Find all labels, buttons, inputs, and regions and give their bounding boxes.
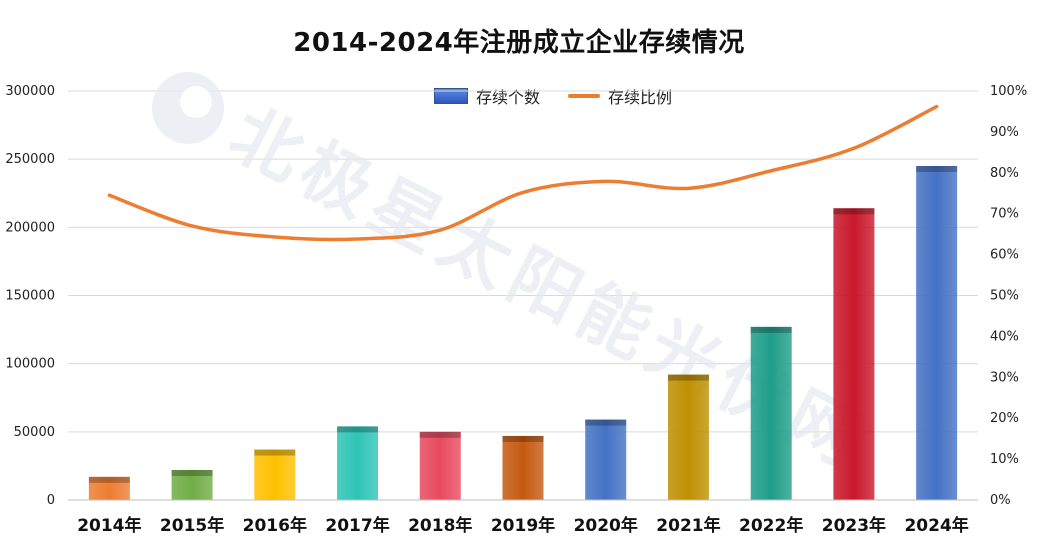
- y-right-tick-label: 0%: [990, 493, 1011, 508]
- y-right-tick-label: 80%: [990, 166, 1019, 181]
- x-category-label: 2018年: [408, 515, 472, 536]
- x-category-label: 2021年: [656, 515, 720, 536]
- legend-line-label: 存续比例: [608, 88, 673, 107]
- x-category-label: 2017年: [325, 515, 389, 536]
- bar-top-shade: [833, 208, 875, 215]
- x-category-label: 2024年: [904, 515, 968, 536]
- y-left-tick-label: 200000: [5, 220, 55, 235]
- y-right-tick-label: 20%: [990, 411, 1019, 426]
- bar-top-shade: [419, 431, 461, 438]
- y-right-tick-label: 70%: [990, 207, 1019, 222]
- watermark-logo-icon: [152, 72, 224, 144]
- bar-2022年: [750, 326, 792, 500]
- x-category-label: 2019年: [491, 515, 555, 536]
- chart-legend: 存续个数 存续比例: [434, 84, 672, 108]
- legend-bar-label: 存续个数: [476, 88, 541, 107]
- bar-top-shade: [585, 419, 627, 426]
- y-right-tick-label: 10%: [990, 452, 1019, 467]
- line-layer: [107, 104, 939, 242]
- bar-top-shade: [916, 165, 958, 172]
- bar-2024年: [916, 165, 958, 500]
- bar-2016年: [254, 449, 296, 500]
- y-left-tick-label: 0: [47, 493, 55, 508]
- y-right-tick-label: 40%: [990, 329, 1019, 344]
- bar-2015年: [171, 470, 213, 500]
- bar-2017年: [337, 426, 379, 500]
- y-left-tick-label: 300000: [5, 84, 55, 99]
- bar-top-shade: [254, 449, 296, 456]
- bar-2020年: [585, 419, 627, 500]
- legend-item-bars: 存续个数: [434, 84, 540, 108]
- legend-bar-swatch: [434, 88, 468, 104]
- bar-layer: [88, 165, 958, 500]
- y-left-tick-label: 250000: [5, 152, 55, 167]
- y-right-tick-label: 60%: [990, 248, 1019, 263]
- x-category-label: 2014年: [77, 515, 141, 536]
- y-left-tick-label: 50000: [14, 425, 55, 440]
- bar-2023年: [833, 208, 875, 500]
- y-right-tick-label: 30%: [990, 370, 1019, 385]
- y-right-tick-label: 100%: [990, 84, 1027, 99]
- y-right-tick-label: 50%: [990, 289, 1019, 304]
- y-right-tick-label: 90%: [990, 125, 1019, 140]
- x-category-label: 2015年: [160, 515, 224, 536]
- bar-2018年: [419, 431, 461, 500]
- y-left-tick-label: 150000: [5, 289, 55, 304]
- watermark-logo-inner: [180, 86, 212, 118]
- bar-2021年: [667, 374, 709, 500]
- y-left-tick-label: 100000: [5, 357, 55, 372]
- x-category-label: 2020年: [574, 515, 638, 536]
- bar-top-shade: [337, 426, 379, 433]
- bar-2019年: [502, 435, 544, 500]
- x-category-label: 2023年: [822, 515, 886, 536]
- legend-item-line: 存续比例: [568, 84, 672, 108]
- bar-top-shade: [502, 435, 544, 442]
- bar-2014年: [88, 476, 130, 500]
- chart-title: 2014-2024年注册成立企业存续情况: [293, 28, 745, 58]
- axis-layer: 0 50000 100000 150000 200000 250000 300000 0% 10…: [5, 84, 1027, 536]
- x-category-label: 2022年: [739, 515, 803, 536]
- bar-top-shade: [667, 374, 709, 381]
- x-category-label: 2016年: [243, 515, 307, 536]
- bar-top-shade: [171, 470, 213, 477]
- bar-top-shade: [750, 326, 792, 333]
- bar-top-shade: [88, 476, 130, 483]
- legend-line-swatch: [568, 94, 601, 98]
